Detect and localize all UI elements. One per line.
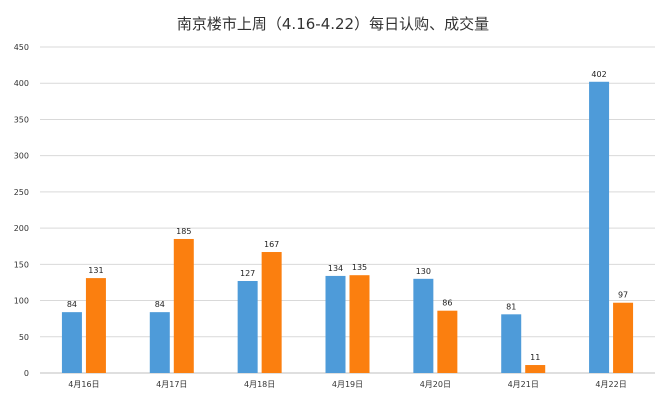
bar-value-label: 185 bbox=[176, 227, 191, 236]
gridlines bbox=[40, 46, 655, 338]
y-tick-label: 250 bbox=[14, 188, 29, 197]
bar-value-label: 135 bbox=[352, 263, 367, 272]
data-labels: 84 131 84 185 127 167 134 135 130 86 81 11 402 97 bbox=[67, 70, 628, 362]
bar bbox=[149, 312, 170, 373]
x-category-label: 4月17日 bbox=[156, 380, 187, 389]
bar-value-label: 81 bbox=[506, 302, 516, 311]
bar-value-label: 84 bbox=[67, 300, 77, 309]
y-tick-label: 400 bbox=[14, 79, 29, 88]
bar bbox=[525, 365, 546, 373]
bar bbox=[437, 310, 458, 373]
bar bbox=[237, 280, 258, 373]
bar-value-label: 130 bbox=[416, 267, 431, 276]
y-tick-label: 300 bbox=[14, 152, 29, 161]
bar bbox=[413, 278, 434, 373]
y-tick-label: 200 bbox=[14, 224, 29, 233]
x-category-label: 4月16日 bbox=[68, 380, 99, 389]
bar bbox=[261, 252, 282, 373]
bar-value-label: 402 bbox=[591, 70, 606, 79]
bar bbox=[613, 302, 634, 373]
y-tick-label: 50 bbox=[19, 333, 29, 342]
bar-value-label: 167 bbox=[264, 240, 279, 249]
bar-value-label: 134 bbox=[328, 264, 343, 273]
bar bbox=[61, 312, 82, 373]
bars bbox=[61, 81, 634, 374]
bar bbox=[85, 278, 106, 373]
bar-value-label: 131 bbox=[88, 266, 103, 275]
x-category-label: 4月18日 bbox=[244, 380, 275, 389]
x-category-label: 4月20日 bbox=[420, 380, 451, 389]
y-tick-label: 0 bbox=[24, 369, 29, 378]
bar bbox=[501, 314, 522, 373]
bar bbox=[349, 275, 370, 373]
chart-title: 南京楼市上周（4.16-4.22）每日认购、成交量 bbox=[177, 15, 489, 33]
y-tick-label: 100 bbox=[14, 297, 29, 306]
bar bbox=[589, 81, 610, 374]
bar-value-label: 127 bbox=[240, 269, 255, 278]
bar-value-label: 97 bbox=[618, 291, 628, 300]
y-tick-label: 150 bbox=[14, 260, 29, 269]
bar bbox=[173, 238, 194, 373]
y-tick-label: 350 bbox=[14, 115, 29, 124]
x-category-label: 4月21日 bbox=[508, 380, 539, 389]
y-axis-ticks: 0 50 100 150 200 250 300 350 400 450 bbox=[14, 43, 29, 378]
bar bbox=[325, 275, 346, 373]
y-tick-label: 450 bbox=[14, 43, 29, 52]
bar-value-label: 84 bbox=[155, 300, 165, 309]
x-axis-categories: 4月16日 4月17日 4月18日 4月19日 4月20日 4月21日 4月22日 bbox=[68, 380, 626, 389]
bar-value-label: 86 bbox=[442, 299, 452, 308]
bar-value-label: 11 bbox=[530, 353, 540, 362]
x-category-label: 4月22日 bbox=[595, 380, 626, 389]
x-category-label: 4月19日 bbox=[332, 380, 363, 389]
